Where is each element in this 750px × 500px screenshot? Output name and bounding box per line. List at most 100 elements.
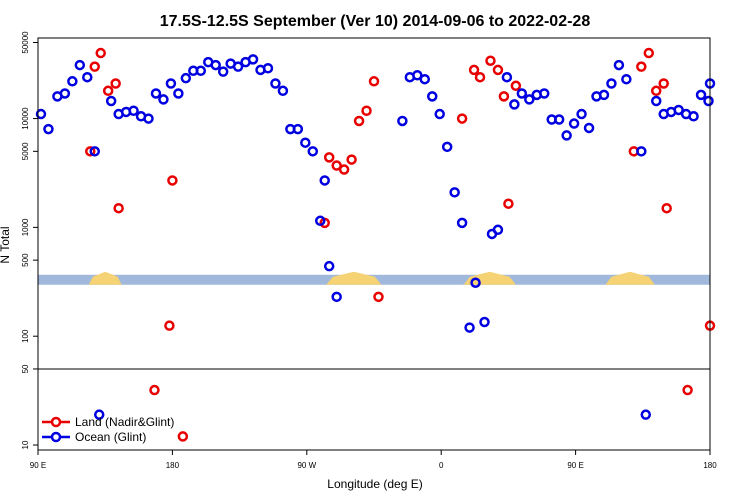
- points-layer: [35, 47, 716, 442]
- data-point: [456, 113, 468, 124]
- data-point: [598, 89, 610, 101]
- data-point: [292, 123, 304, 135]
- data-point: [177, 431, 189, 442]
- data-point: [180, 72, 192, 84]
- data-point: [516, 88, 528, 99]
- map-strip-land-1: [326, 271, 382, 285]
- data-point: [688, 111, 699, 122]
- data-point: [613, 59, 625, 71]
- data-point: [510, 80, 522, 92]
- data-point: [323, 260, 335, 272]
- y-axis: 10 50 100 500 1000 5000 10000 50000: [21, 31, 38, 449]
- y-tick-label-7: 50000: [21, 31, 30, 54]
- data-point: [643, 47, 655, 59]
- data-point: [338, 164, 350, 175]
- data-point: [703, 95, 714, 107]
- data-point: [695, 89, 707, 101]
- legend-label-0: Land (Nadir&Glint): [75, 415, 174, 429]
- data-point: [89, 61, 100, 72]
- data-point: [485, 55, 496, 66]
- data-point: [479, 316, 490, 328]
- data-point: [173, 88, 184, 99]
- data-point: [217, 66, 229, 77]
- data-point: [397, 115, 408, 127]
- data-point: [498, 91, 510, 102]
- x-tick-label-1: 180: [166, 461, 180, 470]
- data-point: [35, 108, 47, 120]
- data-point: [143, 113, 154, 124]
- data-point: [470, 277, 481, 288]
- data-point: [583, 122, 595, 134]
- data-point: [307, 146, 319, 157]
- data-point: [492, 64, 504, 76]
- y-tick-label-4: 1000: [21, 218, 30, 236]
- data-point: [456, 217, 468, 229]
- data-point: [373, 291, 384, 303]
- legend-marker-1: [50, 431, 62, 443]
- data-point: [149, 384, 160, 396]
- data-point: [658, 78, 669, 89]
- data-point: [441, 141, 453, 153]
- data-point: [105, 95, 117, 107]
- y-tick-label-2: 100: [21, 329, 30, 343]
- data-point: [673, 104, 684, 116]
- y-axis-label: N Total: [0, 226, 12, 263]
- data-point: [621, 73, 632, 85]
- data-point: [270, 78, 281, 89]
- data-point: [314, 215, 326, 227]
- legend-label-1: Ocean (Glint): [75, 430, 146, 444]
- data-point: [640, 409, 652, 420]
- data-point: [368, 76, 380, 87]
- data-point: [434, 108, 445, 120]
- data-point: [468, 64, 480, 76]
- data-point: [74, 59, 86, 71]
- data-point: [331, 160, 342, 171]
- data-point: [636, 146, 647, 157]
- data-point: [553, 114, 565, 125]
- series-1: [35, 54, 716, 420]
- data-point: [43, 123, 54, 135]
- data-point: [576, 108, 587, 120]
- x-axis: 90 E 180 90 W 0 90 E 180: [30, 450, 717, 470]
- data-point: [102, 85, 114, 97]
- y-tick-label-5: 5000: [21, 142, 30, 160]
- y-tick-label-1: 50: [21, 364, 30, 373]
- data-point: [93, 409, 105, 420]
- data-point: [67, 76, 78, 87]
- data-point: [503, 198, 514, 209]
- data-point: [195, 65, 207, 77]
- data-point: [449, 187, 460, 198]
- x-tick-label-5: 180: [703, 461, 717, 470]
- x-tick-label-0: 90 E: [30, 461, 46, 470]
- data-point: [277, 85, 289, 97]
- data-point: [113, 202, 124, 214]
- data-point: [150, 88, 162, 99]
- data-point: [501, 71, 513, 83]
- data-point: [538, 88, 550, 99]
- data-point: [636, 61, 647, 72]
- series-0: [85, 47, 716, 442]
- y-tick-label-6: 10000: [21, 107, 30, 130]
- data-point: [319, 175, 330, 186]
- x-tick-label-4: 90 E: [567, 461, 583, 470]
- x-tick-label-3: 0: [439, 461, 444, 470]
- data-point: [300, 137, 311, 148]
- data-point: [82, 71, 93, 83]
- map-strip: [38, 271, 710, 285]
- data-point: [661, 202, 672, 214]
- plot-frame: [37, 37, 711, 451]
- data-point: [361, 105, 372, 116]
- data-point: [682, 384, 693, 396]
- data-point: [509, 99, 520, 110]
- data-point: [524, 94, 535, 105]
- data-point: [650, 95, 662, 107]
- data-point: [419, 73, 431, 85]
- data-point: [323, 152, 335, 163]
- data-point: [474, 71, 486, 83]
- data-point: [167, 175, 178, 186]
- data-point: [492, 224, 504, 236]
- data-point: [59, 88, 71, 99]
- x-axis-label: Longitude (deg E): [327, 477, 422, 491]
- data-point: [606, 78, 617, 89]
- data-point: [165, 78, 177, 89]
